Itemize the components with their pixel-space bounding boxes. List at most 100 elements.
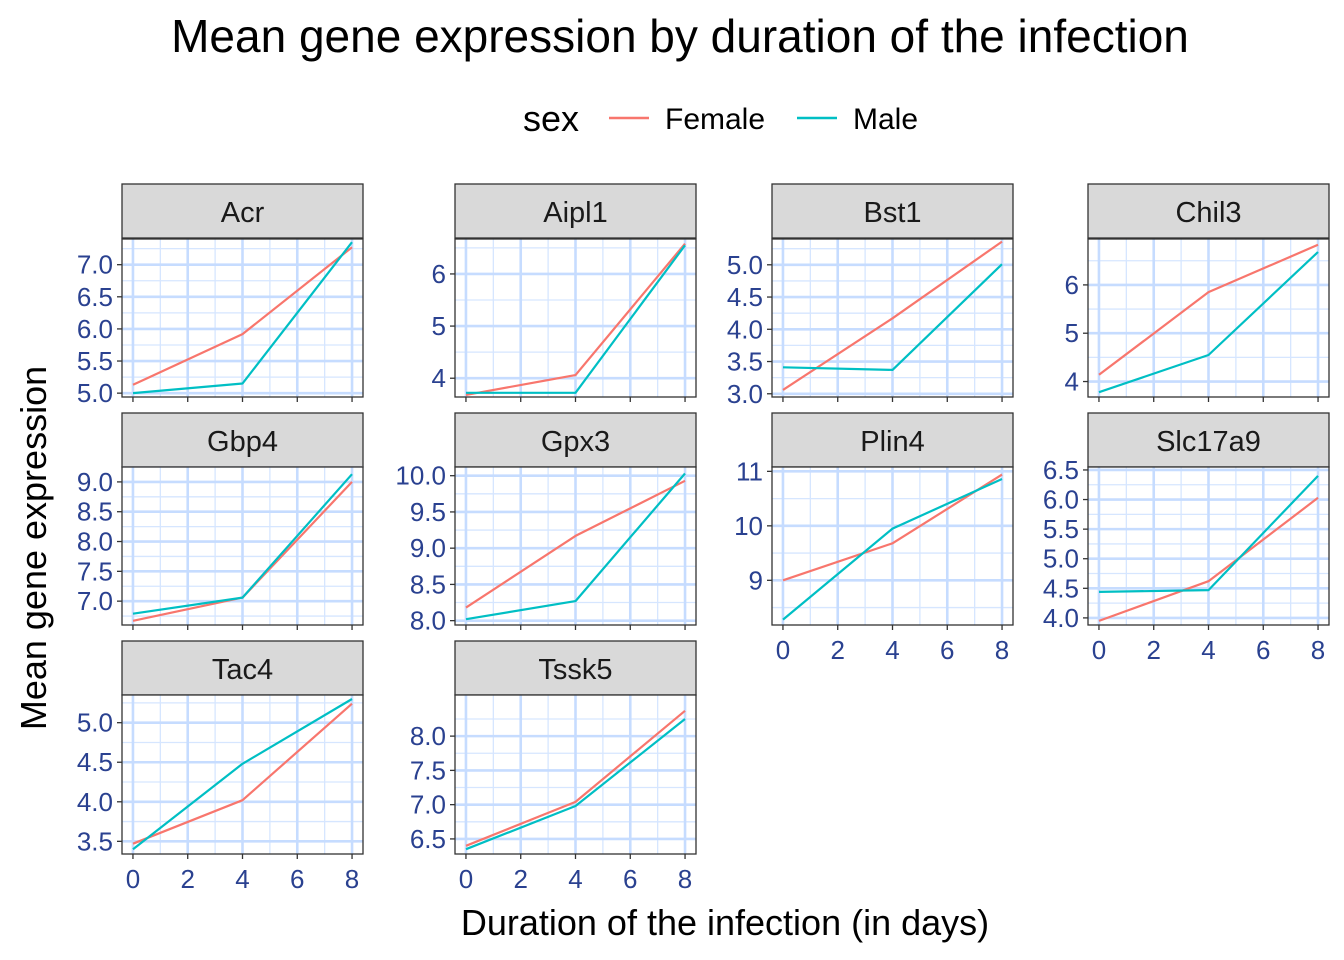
series-line-acr-female	[132, 246, 353, 386]
strip-label-tssk5: Tssk5	[538, 654, 612, 686]
y-tick-label: 6	[1065, 270, 1079, 300]
facet-tssk5: Tssk5 6.5 7.0 7.5 8.0 0 2 4 6 8	[410, 640, 697, 894]
y-tick-label: 10.0	[395, 461, 446, 491]
x-tick-label: 4	[235, 864, 249, 894]
series-line-gpx3-male	[465, 472, 686, 621]
strip-label-aipl1: Aipl1	[543, 197, 608, 229]
x-tick-label: 4	[885, 635, 899, 665]
facet-acr: Acr 5.05.56.06.57.0	[77, 183, 364, 408]
y-tick-label: 8.0	[410, 721, 446, 751]
y-tick-label: 7.5	[77, 556, 113, 586]
y-tick-label: 5.0	[77, 378, 113, 408]
x-tick-label: 8	[345, 864, 359, 894]
y-tick-label: 5.5	[77, 346, 113, 376]
series-line-gbp4-male	[132, 473, 353, 615]
facet-tac4: Tac4 3.5 4.0 4.5 5.0 0 2 4 6 8	[77, 640, 364, 894]
facet-aipl1: Aipl1 4 5 6	[432, 183, 697, 402]
x-tick-label: 4	[568, 864, 582, 894]
y-tick-label: 4.0	[1043, 603, 1079, 633]
x-tick-label: 6	[290, 864, 304, 894]
strip-tssk5	[454, 640, 697, 696]
facet-plin4: Plin4 9 10 11 0 2 4 6 8	[734, 412, 1014, 665]
y-tick-label: 4	[432, 363, 446, 393]
y-tick-label: 11	[736, 456, 763, 486]
x-tick-label: 0	[126, 864, 140, 894]
y-tick-label: 5.0	[77, 708, 113, 738]
y-tick-label: 9.0	[410, 533, 446, 563]
legend: sex Female Male	[523, 98, 918, 139]
y-tick-label: 5.5	[1043, 514, 1079, 544]
series-line-tssk5-male	[465, 718, 686, 851]
y-tick-label: 7.5	[410, 755, 446, 785]
x-tick-label: 6	[940, 635, 954, 665]
facet-panels: Acr5.05.56.06.57.0Aipl1456Bst13.03.54.04…	[77, 183, 1330, 894]
y-tick-label: 3.0	[727, 379, 763, 409]
strip-label-gbp4: Gbp4	[207, 426, 278, 458]
facet-chil3: Chil3 4 5 6	[1065, 183, 1330, 402]
strip-label-bst1: Bst1	[863, 197, 921, 229]
y-tick-label: 9	[749, 565, 763, 595]
facet-gbp4: Gbp4 7.07.58.08.59.0	[77, 412, 364, 630]
y-tick-label: 8.0	[77, 527, 113, 557]
series-line-plin4-female	[782, 473, 1003, 582]
series-line-slc17a9-male	[1098, 475, 1319, 593]
x-tick-label: 2	[830, 635, 844, 665]
series-line-slc17a9-female	[1098, 496, 1319, 622]
strip-gpx3	[454, 412, 697, 468]
y-tick-label: 8.0	[410, 606, 446, 636]
x-tick-label: 8	[678, 864, 692, 894]
strip-bst1	[771, 183, 1014, 239]
x-tick-label: 0	[1092, 635, 1106, 665]
y-tick-label: 4.0	[77, 787, 113, 817]
series-line-acr-male	[132, 241, 353, 395]
series-line-chil3-male	[1098, 251, 1319, 394]
y-tick-label: 9.0	[77, 467, 113, 497]
y-tick-label: 4.0	[727, 314, 763, 344]
y-tick-label: 8.5	[410, 569, 446, 599]
x-tick-label: 6	[1256, 635, 1270, 665]
x-axis-title: Duration of the infection (in days)	[461, 902, 989, 943]
y-tick-label: 8.5	[77, 497, 113, 527]
x-tick-label: 6	[623, 864, 637, 894]
y-tick-label: 6.5	[1043, 455, 1079, 485]
series-line-bst1-male	[782, 263, 1003, 371]
strip-label-chil3: Chil3	[1175, 197, 1241, 229]
legend-label-male: Male	[853, 103, 918, 136]
facet-gpx3: Gpx3 8.0 8.5 9.0 9.5 10.0	[395, 412, 697, 636]
y-tick-label: 6.0	[77, 314, 113, 344]
y-tick-label: 4.5	[727, 282, 763, 312]
series-line-tac4-male	[132, 698, 353, 851]
y-tick-label: 9.5	[410, 497, 446, 527]
x-tick-label: 8	[1311, 635, 1325, 665]
y-tick-label: 6.0	[1043, 485, 1079, 515]
y-tick-label: 6	[432, 259, 446, 289]
y-tick-label: 7.0	[77, 250, 113, 280]
series-line-aipl1-female	[465, 242, 686, 396]
strip-plin4	[771, 412, 1014, 468]
x-tick-label: 4	[1201, 635, 1215, 665]
series-line-bst1-female	[782, 240, 1003, 391]
y-tick-label: 10	[734, 511, 763, 541]
series-line-chil3-female	[1098, 243, 1319, 376]
y-tick-label: 3.5	[727, 347, 763, 377]
series-line-tac4-female	[132, 702, 353, 845]
y-tick-label: 4.5	[77, 747, 113, 777]
y-tick-label: 5	[432, 311, 446, 341]
legend-title: sex	[523, 98, 579, 139]
series-line-aipl1-male	[466, 244, 686, 394]
y-tick-label: 5.0	[1043, 544, 1079, 574]
strip-gbp4	[121, 412, 364, 468]
x-tick-label: 2	[1146, 635, 1160, 665]
y-tick-label: 3.5	[77, 826, 113, 856]
y-tick-label: 4.5	[1043, 573, 1079, 603]
x-tick-label: 0	[776, 635, 790, 665]
facet-bst1: Bst1 3.03.54.04.55.0	[727, 183, 1014, 409]
y-tick-label: 7.0	[410, 790, 446, 820]
legend-label-female: Female	[665, 103, 765, 136]
strip-label-plin4: Plin4	[860, 426, 925, 458]
series-line-tssk5-female	[465, 709, 686, 847]
chart-title: Mean gene expression by duration of the …	[171, 10, 1189, 62]
strip-acr	[121, 183, 364, 239]
x-tick-label: 2	[513, 864, 527, 894]
